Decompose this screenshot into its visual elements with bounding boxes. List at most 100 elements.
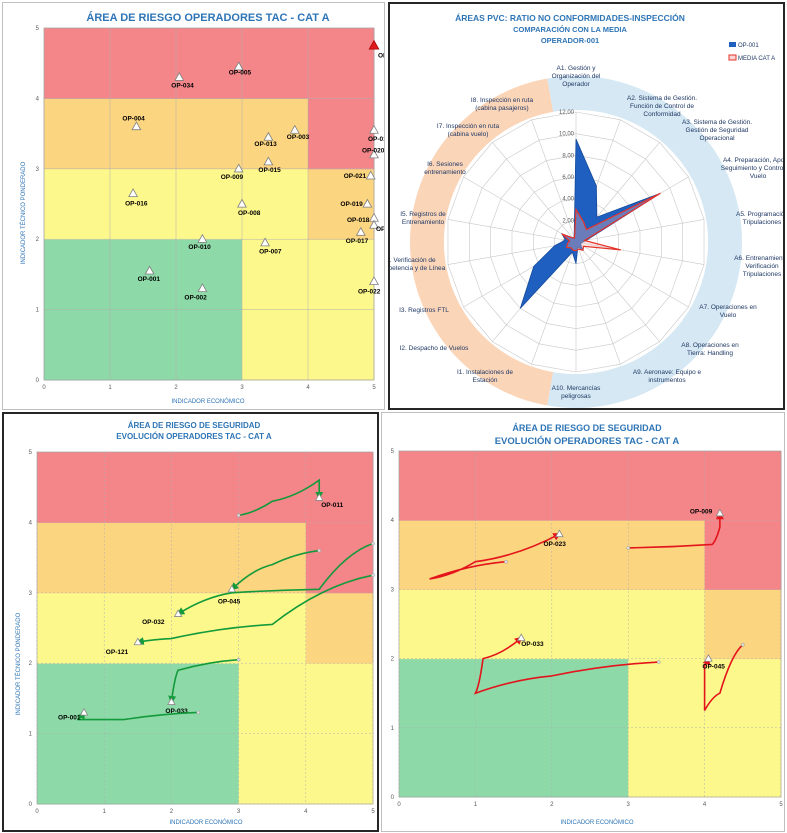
radar-title: ÁREAS PVC: RATIO NO CONFORMIDADES-INSPEC… [455, 12, 685, 23]
risk-zone-cell [399, 451, 476, 521]
trajectory-op-001 [76, 710, 199, 721]
trajectory-start-point [504, 559, 508, 564]
trajectory-label: OP-045 [702, 664, 725, 671]
risk-zone-cell [551, 727, 629, 798]
x-axis-label: INDICADOR ECONÓMICO [560, 819, 633, 826]
chart-title: ÁREA DE RIESGO OPERADORES TAC - CAT A [86, 11, 329, 24]
risk-zone-cell [238, 733, 307, 805]
point-label: OP-007 [259, 249, 282, 256]
trajectory-op-023 [429, 533, 562, 580]
data-point-op-012 [369, 124, 379, 134]
risk-zone-cell [475, 520, 553, 590]
data-point-op-015 [263, 156, 274, 166]
x-tick-label: 3 [237, 809, 241, 815]
x-tick-label: 2 [170, 809, 174, 815]
plot-border [398, 450, 782, 798]
radar-series-media-cat-a [561, 192, 661, 252]
trajectory-label: OP-011 [321, 502, 343, 509]
trajectory-op-045 [230, 549, 320, 591]
risk-zone-cell [110, 98, 177, 170]
point-label: OP-004 [122, 116, 145, 123]
radar-category-label: A8. Operaciones en Tierra: Handling [681, 342, 739, 357]
risk-zone-cell [104, 452, 172, 523]
y-tick-label: 5 [36, 26, 40, 32]
x-axis-label: INDICADOR ECONÓMICO [169, 819, 242, 826]
trajectory-end-marker [715, 508, 725, 517]
point-label: OP-021 [344, 173, 367, 180]
legend-label-media: MEDIA CAT A [738, 56, 775, 62]
risk-zone-cell [475, 589, 553, 660]
x-tick-label: 1 [474, 802, 478, 808]
point-label: OP-009 [221, 174, 244, 181]
trajectory-start-point [236, 657, 241, 662]
y-tick-label: 1 [36, 308, 40, 314]
risk-zone-cell [399, 658, 476, 729]
point-label: OP-018 [347, 217, 370, 224]
x-tick-label: 3 [627, 802, 631, 808]
data-point-op-011 [368, 39, 380, 50]
risk-zone-cell [238, 663, 307, 735]
data-point-op-003 [289, 124, 300, 134]
radar-spoke [463, 176, 577, 243]
radar-r-tick: 6,00 [562, 175, 574, 181]
x-tick-label: 3 [240, 385, 244, 391]
risk-area-scatter-chart: ÁREA DE RIESGO OPERADORES TAC - CAT A IN… [20, 11, 384, 405]
radar-r-tick: 12,00 [559, 110, 575, 116]
data-point-op-034 [174, 71, 185, 81]
x-tick-label: 2 [174, 385, 178, 391]
radar-category-label: A10. Mercancías peligrosas [552, 385, 602, 400]
trajectory-end-marker [314, 493, 324, 501]
y-tick-label: 3 [36, 167, 40, 173]
risk-zone-cell [238, 522, 307, 594]
radar-category-label: A2. Sistema de Gestión. Función de Contro… [627, 95, 697, 118]
radar-category-label: I8. Inspección en ruta (cabina pasajeros) [471, 97, 534, 112]
risk-zone-cell [551, 589, 629, 660]
radar-spoke [575, 219, 705, 243]
risk-zone-cell [44, 28, 111, 99]
point-label: OP-008 [238, 210, 261, 217]
risk-zone-cell [305, 733, 374, 805]
data-point-op-019 [362, 198, 373, 208]
point-label: OP-006 [376, 226, 384, 233]
y-tick-label: 3 [29, 591, 33, 597]
radar-spoke [575, 241, 621, 365]
point-label: OP-005 [229, 70, 252, 77]
legend-swatch-op [729, 42, 736, 47]
evolution-subtitle: EVOLUCIÓN OPERADORES TAC - CAT A [495, 435, 680, 447]
y-tick-label: 3 [391, 587, 395, 593]
risk-zone-cell [628, 589, 706, 660]
risk-zone-cell [104, 663, 172, 735]
trajectory-start-point [236, 513, 241, 518]
risk-zone-cell [308, 309, 375, 381]
risk-zone-cell [176, 98, 243, 170]
risk-zone-cell [44, 168, 111, 240]
risk-zone-cell [704, 589, 782, 660]
x-tick-label: 5 [371, 809, 375, 815]
radar-category-label: I3. Registros FTL [399, 307, 449, 314]
point-label: OP-002 [184, 294, 207, 301]
y-tick-label: 2 [36, 237, 40, 243]
risk-zone-cell [176, 309, 243, 381]
point-label: OP-022 [358, 288, 381, 295]
y-tick-label: 1 [391, 726, 395, 732]
trajectory-label: OP-023 [543, 541, 566, 548]
trajectory-start-point [317, 548, 322, 553]
risk-zone-cell [37, 733, 105, 805]
radar-r-tick: 4,00 [562, 197, 574, 203]
radar-r-tick: 2,00 [562, 218, 574, 224]
data-point-op-001 [144, 265, 155, 275]
y-tick-label: 4 [36, 96, 40, 102]
x-tick-label: 1 [103, 809, 107, 815]
evolution-red-panel: ÁREA DE RIESGO DE SEGURIDAD EVOLUCIÓN OP… [381, 412, 785, 832]
trajectory-op-121 [135, 574, 374, 646]
evolution-subtitle: EVOLUCIÓN OPERADORES TAC - CAT A [116, 432, 272, 441]
x-tick-label: 4 [703, 802, 707, 808]
data-point-op-017 [355, 226, 366, 236]
x-tick-label: 0 [397, 802, 401, 808]
evolution-green-panel: ÁREA DE RIESGO DE SEGURIDAD EVOLUCIÓN OP… [2, 412, 379, 832]
data-point-op-010 [197, 233, 208, 243]
x-tick-label: 2 [550, 802, 554, 808]
risk-zone-cell [628, 520, 706, 590]
trajectory-label: OP-045 [218, 598, 241, 605]
trajectory-end-marker [167, 697, 176, 705]
